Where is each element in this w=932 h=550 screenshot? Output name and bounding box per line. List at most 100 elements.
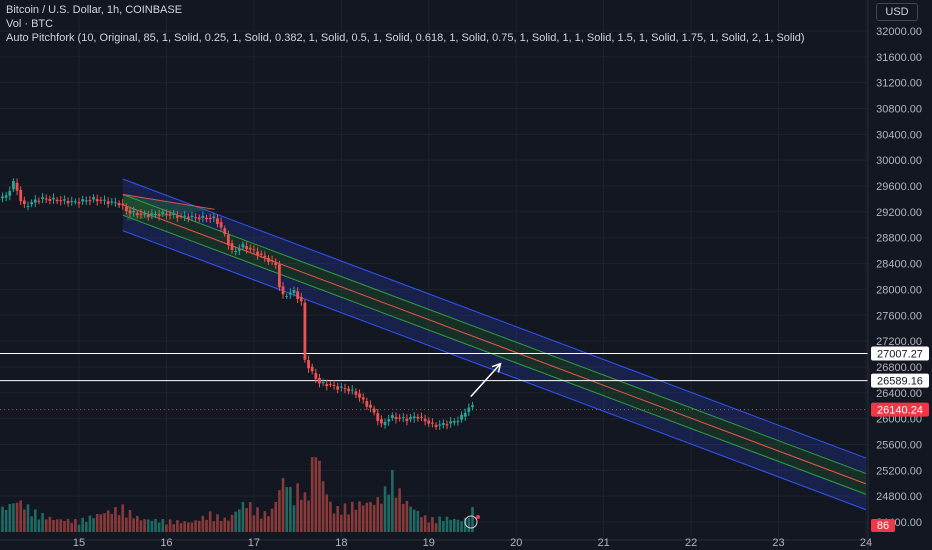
candle-body — [4, 195, 8, 198]
volume-bar — [427, 522, 431, 532]
candle-body — [216, 218, 219, 224]
y-tick-label: 26400.00 — [876, 388, 922, 400]
volume-bar — [369, 501, 372, 532]
volume-bar — [332, 513, 336, 532]
candle-body — [452, 421, 456, 423]
volume-bar — [398, 488, 401, 532]
pitchfork-indicator-label: Auto Pitchfork (10, Original, 85, 1, Sol… — [6, 32, 805, 44]
candle-body — [427, 420, 431, 424]
candle-body — [117, 202, 121, 206]
candle-body — [19, 189, 23, 202]
pitchfork-outer-band-lower — [122, 215, 866, 510]
candle-body — [70, 201, 74, 203]
volume-bar — [449, 519, 452, 532]
volume-bar — [165, 524, 168, 532]
candle-body — [434, 424, 438, 428]
y-tick-label: 29200.00 — [876, 207, 922, 219]
volume-bar — [431, 517, 434, 532]
candle-body — [292, 290, 296, 293]
candle-body — [259, 253, 263, 255]
y-tick-label: 32000.00 — [876, 26, 922, 38]
volume-bar — [26, 504, 30, 532]
candle-body — [412, 416, 416, 419]
candle-body — [471, 405, 474, 408]
candle-body — [48, 198, 52, 201]
volume-bar — [92, 518, 95, 532]
candle-body — [73, 201, 77, 203]
candle-body — [172, 213, 176, 215]
candle-body — [358, 393, 361, 398]
candle-body — [44, 198, 48, 200]
candle-body — [361, 397, 365, 400]
y-tick-label: 27200.00 — [876, 336, 922, 348]
volume-bar — [117, 515, 121, 532]
candle-body — [372, 408, 376, 413]
volume-bar — [15, 502, 19, 532]
candle-body — [463, 412, 467, 417]
candle-body — [146, 214, 150, 217]
volume-bar — [70, 522, 74, 532]
currency-button[interactable]: USD — [876, 3, 918, 21]
candle-body — [139, 213, 143, 215]
volume-bar — [318, 460, 321, 532]
volume-bar — [452, 518, 456, 532]
volume-bar — [412, 509, 416, 532]
volume-bar — [372, 504, 376, 532]
candle-body — [52, 197, 55, 200]
y-tick-label: 25200.00 — [876, 465, 922, 477]
volume-bar — [343, 503, 347, 532]
volume-bar — [37, 519, 41, 532]
volume-bar — [183, 521, 186, 532]
price-level-badge-text: 26589.16 — [877, 376, 923, 388]
volume-bar — [23, 509, 26, 532]
price-level-badge-text: 27007.27 — [877, 349, 923, 361]
volume-bar — [168, 519, 172, 532]
y-tick-label: 29600.00 — [876, 181, 922, 193]
volume-bar — [248, 501, 252, 532]
candle-body — [15, 182, 19, 191]
volume-bar — [187, 522, 190, 532]
candle-body — [95, 199, 99, 202]
candle-body — [409, 417, 412, 420]
volume-bar — [95, 513, 99, 532]
volume-bar — [212, 521, 216, 532]
pitchfork-handle — [122, 193, 215, 210]
volume-bar — [176, 520, 179, 532]
volume-bar — [423, 515, 427, 532]
volume-bar — [267, 516, 270, 532]
candle-body — [121, 203, 125, 206]
candle-body — [383, 422, 387, 426]
volume-bar — [114, 507, 117, 532]
volume-bar — [467, 517, 471, 532]
candle-body — [41, 197, 44, 200]
candle-body — [165, 213, 168, 216]
candle-body — [398, 417, 402, 419]
candle-body — [197, 217, 201, 220]
candle-body — [135, 212, 139, 216]
volume-badge — [871, 519, 895, 532]
candle-body — [445, 424, 449, 426]
lightning-icon — [464, 515, 478, 529]
candle-body — [343, 388, 347, 390]
volume-bar — [19, 500, 23, 532]
candle-body — [394, 417, 398, 419]
candle-body — [77, 202, 81, 204]
volume-bar — [405, 500, 409, 532]
volume-bar — [227, 520, 230, 532]
volume-bar — [216, 514, 219, 532]
candle-body — [63, 199, 66, 201]
candle-body — [267, 257, 270, 262]
candle-body — [66, 200, 70, 204]
volume-bar — [106, 510, 110, 532]
candle-body — [285, 296, 289, 298]
volume-bar — [139, 520, 143, 532]
volume-bar — [201, 515, 205, 532]
volume-bar — [310, 456, 314, 532]
candle-body — [59, 200, 63, 202]
volume-bar — [321, 481, 325, 532]
candle-body — [390, 415, 394, 419]
volume-bar — [245, 508, 248, 532]
candle-body — [150, 213, 154, 215]
